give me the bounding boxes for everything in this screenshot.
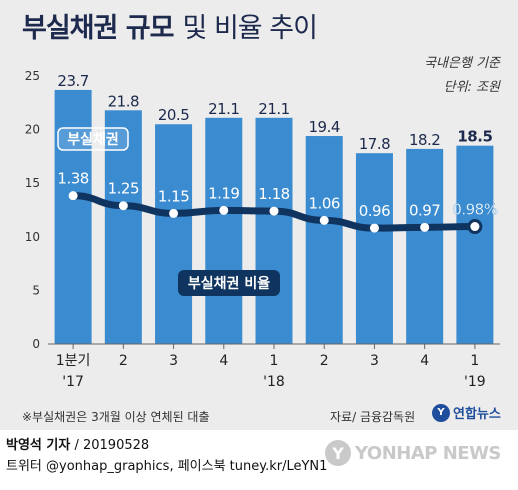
x-year-label: '17 (62, 374, 84, 390)
yonhap-news-watermark: Y YONHAP NEWS (325, 440, 501, 466)
title-main: 부실채권 규모 (22, 13, 174, 44)
chart-plot: 0 5 10 15 20 25 23.7 21.8 20.5 21.1 21.1 19.4 17.8 18… (25, 69, 500, 390)
bar-value-label: 23.7 (57, 72, 88, 90)
ratio-point (420, 222, 430, 232)
chart-title: 부실채권 규모 및 비율 추이 (22, 6, 318, 45)
watermark-text: YONHAP NEWS (355, 442, 501, 464)
bar (255, 117, 293, 344)
x-tick-label: 1 (470, 353, 479, 369)
bar-value-label: 18.2 (409, 131, 440, 149)
bar-value-label: 21.1 (208, 100, 239, 118)
y-tick-label: 25 (25, 69, 40, 83)
ratio-value-label: 0.98% (452, 201, 497, 219)
ratio-point (467, 219, 483, 235)
x-tick-label: 2 (119, 353, 128, 369)
legend-bar-label: 부실채권 (67, 132, 119, 148)
x-tick-label: 4 (420, 353, 429, 369)
bar (305, 136, 343, 344)
ratio-point (219, 205, 229, 215)
x-tick-label: 1분기 (56, 353, 91, 369)
bar (155, 124, 193, 345)
bar-value-label: 20.5 (158, 106, 189, 124)
ratio-point (369, 223, 379, 233)
footnote: ※부실채권은 3개월 이상 연체된 대출 (22, 410, 210, 424)
bar-value-label: 18.5 (457, 128, 492, 146)
ratio-point (319, 215, 329, 225)
ratio-value-label: 1.19 (208, 184, 239, 202)
ratio-point (169, 208, 179, 218)
y-tick-label: 10 (25, 230, 40, 244)
ratio-value-label: 1.06 (309, 194, 340, 212)
title-sub: 및 비율 추이 (182, 13, 318, 44)
bar (54, 89, 92, 344)
ratio-value-label: 0.96 (359, 202, 390, 220)
y-tick-label: 15 (25, 176, 40, 190)
source-label: 자료/ 금융감독원 (330, 410, 416, 424)
yonhap-watermark-icon: Y (325, 440, 351, 466)
bar (456, 145, 494, 344)
bar-value-label: 21.1 (258, 100, 289, 118)
x-tick-label: 2 (320, 353, 329, 369)
reporter-name: 박영석 기자 (6, 438, 71, 453)
x-tick-label: 1 (270, 353, 279, 369)
ratio-point (118, 201, 128, 211)
unit-label: 단위: 조원 (443, 80, 500, 95)
x-year-label: '18 (263, 374, 285, 390)
bar-value-label: 19.4 (309, 118, 340, 136)
legend-line-box (178, 270, 280, 296)
ratio-value-label: 1.18 (258, 185, 289, 203)
publish-date: / 20190528 (74, 438, 150, 453)
scope-label: 국내은행 기준 (424, 56, 500, 71)
legend-line-label: 부실채권 비율 (188, 275, 270, 292)
ratio-value-label: 1.38 (57, 170, 88, 188)
ratio-value-label: 1.15 (158, 187, 189, 205)
y-tick-label: 20 (25, 123, 40, 137)
sns-line: 트위터 @yonhap_graphics, 페이스북 tuney.kr/LeYN… (6, 459, 328, 474)
x-tick-label: 3 (169, 353, 178, 369)
bar-value-label: 17.8 (359, 135, 390, 153)
x-year-label: '19 (464, 374, 486, 390)
y-tick-label: 0 (32, 337, 40, 351)
bar-value-label: 21.8 (108, 92, 139, 110)
yonhap-logo: Y 연합뉴스 (432, 403, 501, 422)
x-tick-label: 3 (370, 353, 379, 369)
bar (355, 153, 393, 344)
ratio-point (68, 191, 78, 201)
ratio-value-label: 0.97 (409, 201, 440, 219)
infographic-card: 부실채권 규모 및 비율 추이 국내은행 기준 단위: 조원 0 5 10 15 20 2… (0, 0, 518, 430)
yonhap-logo-text: 연합뉴스 (453, 407, 501, 422)
ratio-value-label: 1.25 (108, 180, 139, 198)
ratio-point (269, 206, 279, 216)
bar (205, 117, 243, 344)
reporter-line: 박영석 기자 / 20190528 (6, 434, 149, 453)
legend-bar-box (57, 127, 129, 151)
yonhap-logo-icon: Y (432, 403, 450, 422)
y-tick-label: 5 (32, 283, 40, 297)
bar (406, 148, 444, 344)
x-tick-label: 4 (219, 353, 228, 369)
